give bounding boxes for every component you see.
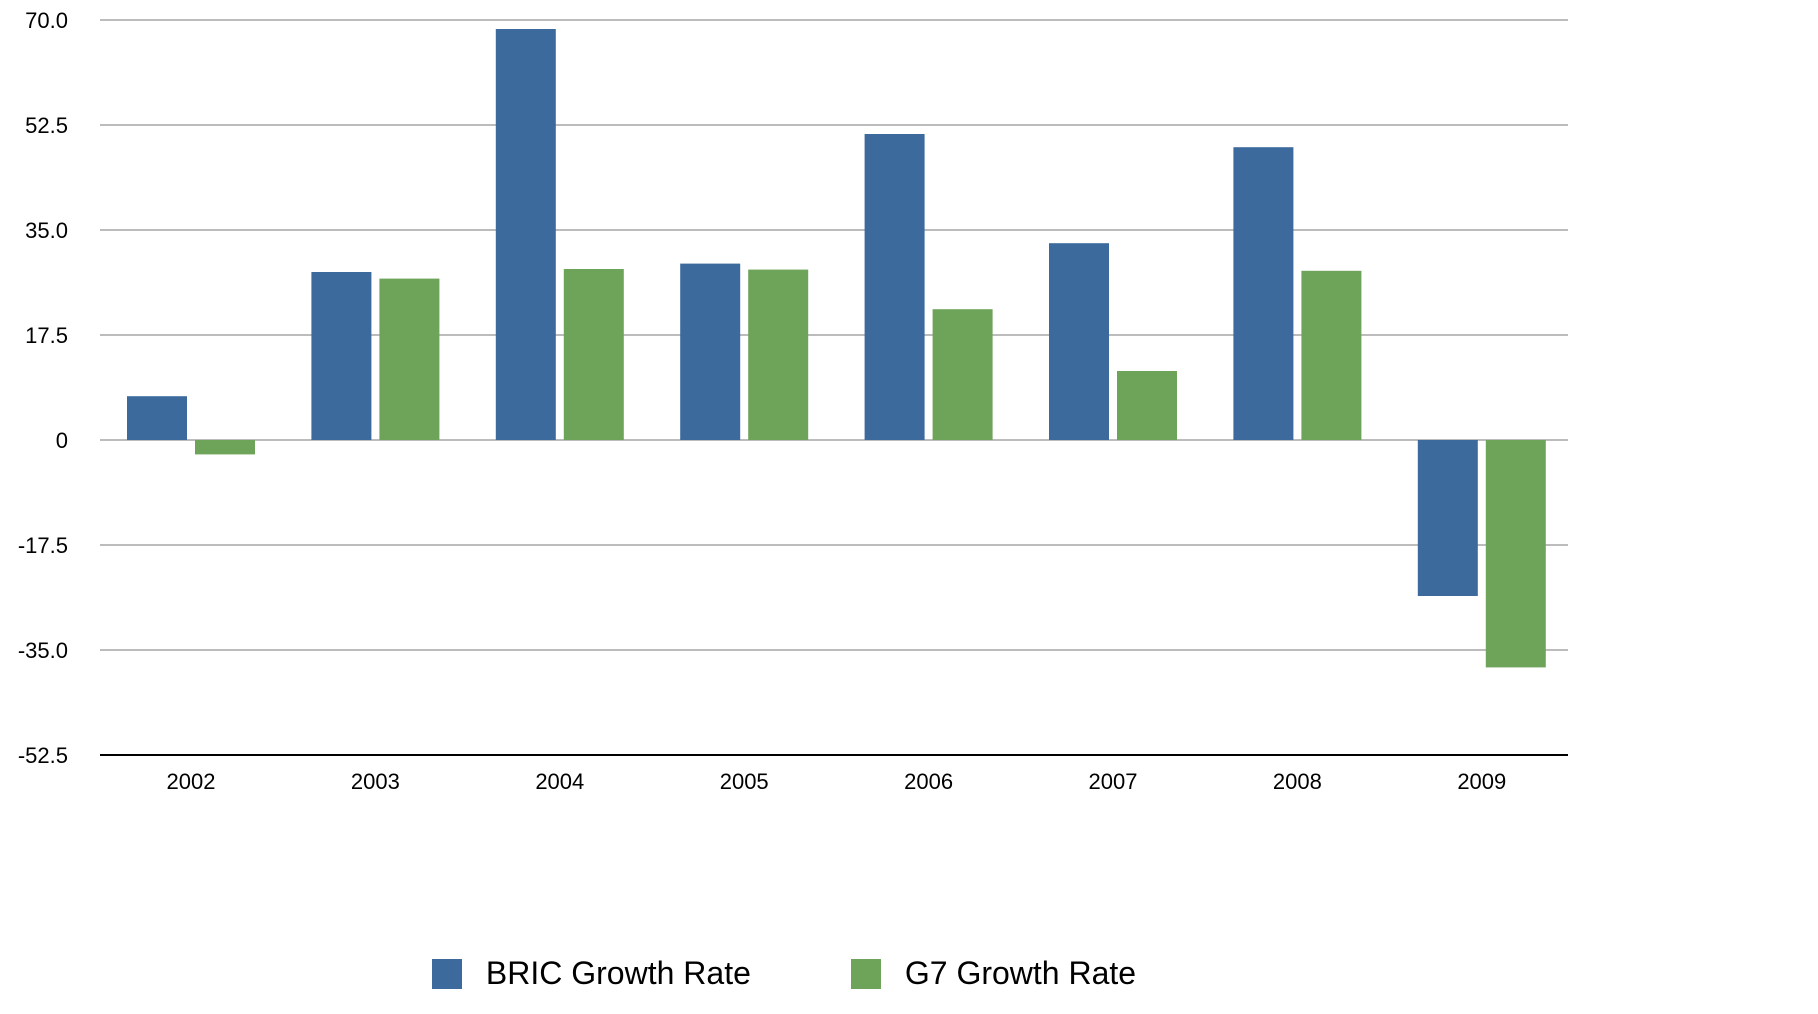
y-tick-label: 70.0 — [25, 8, 68, 33]
bar-g7-2002 — [195, 440, 255, 455]
x-tick-label: 2004 — [535, 769, 584, 794]
x-tick-label: 2008 — [1273, 769, 1322, 794]
y-tick-label: 17.5 — [25, 323, 68, 348]
bar-bric-2002 — [127, 396, 187, 440]
y-tick-label: -17.5 — [18, 533, 68, 558]
y-tick-label: -52.5 — [18, 743, 68, 768]
legend-label-bric: BRIC Growth Rate — [485, 955, 751, 991]
y-tick-label: 52.5 — [25, 113, 68, 138]
x-axis-tick-labels: 2002 2003 2004 2005 2006 2007 2008 2009 — [167, 769, 1507, 794]
bar-bric-2007 — [1049, 243, 1109, 440]
legend-item-bric: BRIC Growth Rate — [431, 955, 751, 992]
bar-g7-2008 — [1301, 270, 1362, 440]
legend-swatch-g7 — [850, 958, 881, 989]
bar-bric-2004 — [495, 29, 556, 440]
x-tick-label: 2003 — [351, 769, 400, 794]
bar-bric-2003 — [311, 272, 372, 440]
legend-swatch-bric — [431, 958, 462, 989]
legend: BRIC Growth Rate G7 Growth Rate — [0, 955, 1568, 992]
y-axis-tick-labels: 70.0 52.5 35.0 17.5 0 -17.5 -35.0 -52.5 — [18, 8, 68, 768]
bar-g7-2006 — [932, 309, 993, 440]
x-tick-label: 2006 — [904, 769, 953, 794]
x-tick-label: 2007 — [1089, 769, 1138, 794]
legend-label-g7: G7 Growth Rate — [904, 955, 1137, 991]
bar-bric-2009 — [1417, 440, 1478, 596]
bar-g7-2009 — [1485, 440, 1546, 668]
bar-g7-2005 — [748, 269, 809, 440]
bar-g7-2003 — [379, 278, 440, 440]
x-tick-label: 2009 — [1457, 769, 1506, 794]
bar-bric-2006 — [864, 134, 925, 440]
bars — [127, 29, 1546, 668]
legend-item-g7: G7 Growth Rate — [850, 955, 1137, 992]
bar-bric-2005 — [680, 263, 741, 440]
x-tick-label: 2005 — [720, 769, 769, 794]
y-tick-label: 0 — [56, 428, 68, 453]
bar-bric-2008 — [1233, 147, 1294, 440]
y-tick-label: -35.0 — [18, 638, 68, 663]
bar-g7-2004 — [563, 269, 624, 440]
y-tick-label: 35.0 — [25, 218, 68, 243]
bar-g7-2007 — [1117, 371, 1177, 440]
x-tick-label: 2002 — [167, 769, 216, 794]
